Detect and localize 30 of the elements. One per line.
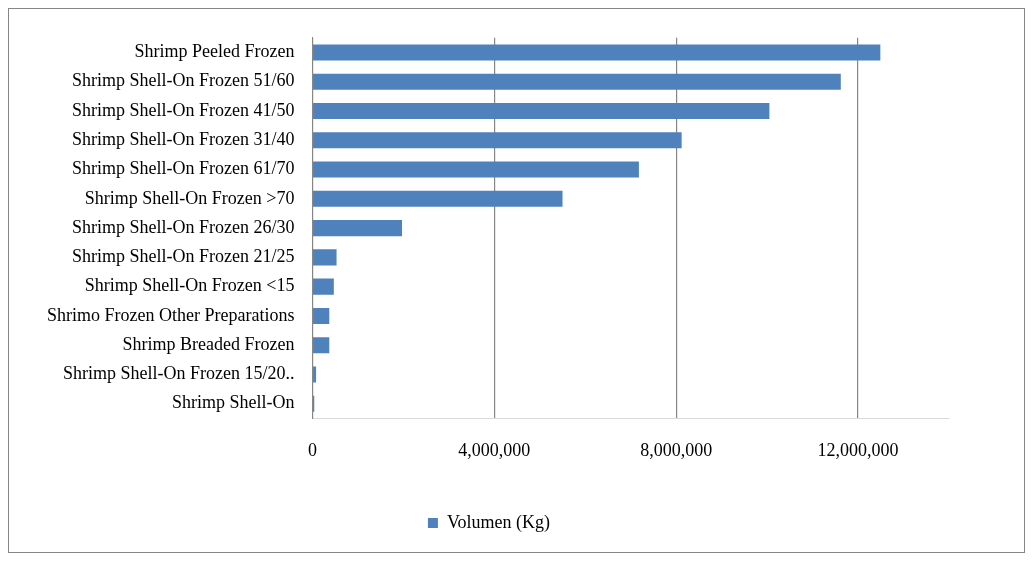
bar (313, 102, 770, 120)
bar (313, 190, 563, 207)
bar (313, 161, 639, 178)
y-tick-label: Shrimp Shell-On Frozen 31/40 (71, 129, 295, 149)
bar (313, 337, 330, 354)
bar (313, 44, 881, 61)
y-tick-label: Shrimp Shell-On (171, 392, 295, 413)
bar (313, 366, 317, 383)
x-tick-label: 8,000,000 (640, 439, 713, 460)
y-tick-label: Shrimo Frozen Other Preparations (46, 304, 295, 325)
x-tick-label: 4,000,000 (458, 439, 531, 460)
y-tick-label: Shrimp Shell-On Frozen 15/20.. (62, 363, 295, 384)
x-tick-label: 0 (307, 439, 317, 460)
y-tick-label: Shrimp Shell-On Frozen 51/60 (71, 70, 295, 91)
y-tick-label: Shrimp Shell-On Frozen <15 (84, 275, 295, 296)
y-tick-label: Shrimp Peeled Frozen (134, 41, 295, 62)
legend-label: Volumen (Kg) (446, 511, 551, 533)
y-tick-label: Shrimp Shell-On Frozen 41/50 (71, 99, 295, 120)
y-tick-label: Shrimp Shell-On Frozen >70 (84, 187, 295, 208)
y-tick-label: Shrimp Shell-On Frozen 61/70 (71, 158, 295, 179)
x-tick-label: 12,000,000 (817, 439, 899, 460)
y-tick-label: Shrimp Shell-On Frozen 21/25 (71, 246, 295, 267)
bar (313, 132, 682, 149)
bar (313, 249, 337, 266)
y-tick-label: Shrimp Shell-On Frozen 26/30 (71, 216, 295, 237)
bar (313, 278, 334, 295)
bar (313, 307, 330, 324)
y-tick-label: Shrimp Breaded Frozen (122, 333, 295, 354)
bar (313, 220, 403, 237)
bar (313, 73, 841, 90)
